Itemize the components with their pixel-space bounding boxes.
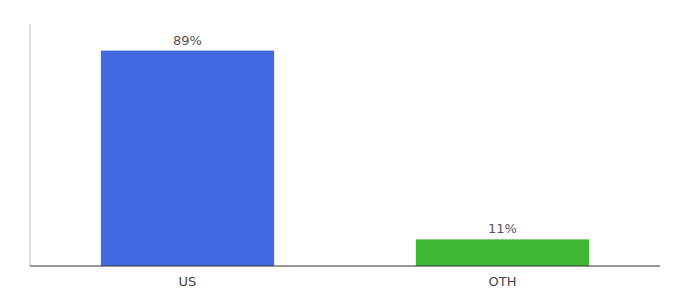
chart-container: US OTH 89% 11% (0, 0, 680, 300)
data-label: 89% (173, 33, 202, 48)
page: {"chart_data": {"type": "bar", "categori… (0, 0, 680, 300)
x-axis-labels: US OTH (179, 274, 517, 289)
bar (416, 239, 589, 266)
y-axis-line (30, 24, 31, 266)
x-tick-label: US (179, 274, 197, 289)
chart-svg: US OTH 89% 11% (0, 0, 680, 300)
data-labels: 89% 11% (173, 33, 517, 237)
bars (101, 51, 589, 266)
bar (101, 51, 274, 266)
x-axis-line (30, 266, 660, 267)
x-tick-label: OTH (489, 274, 517, 289)
plot-area: US OTH 89% 11% (30, 24, 660, 289)
data-label: 11% (488, 221, 517, 236)
